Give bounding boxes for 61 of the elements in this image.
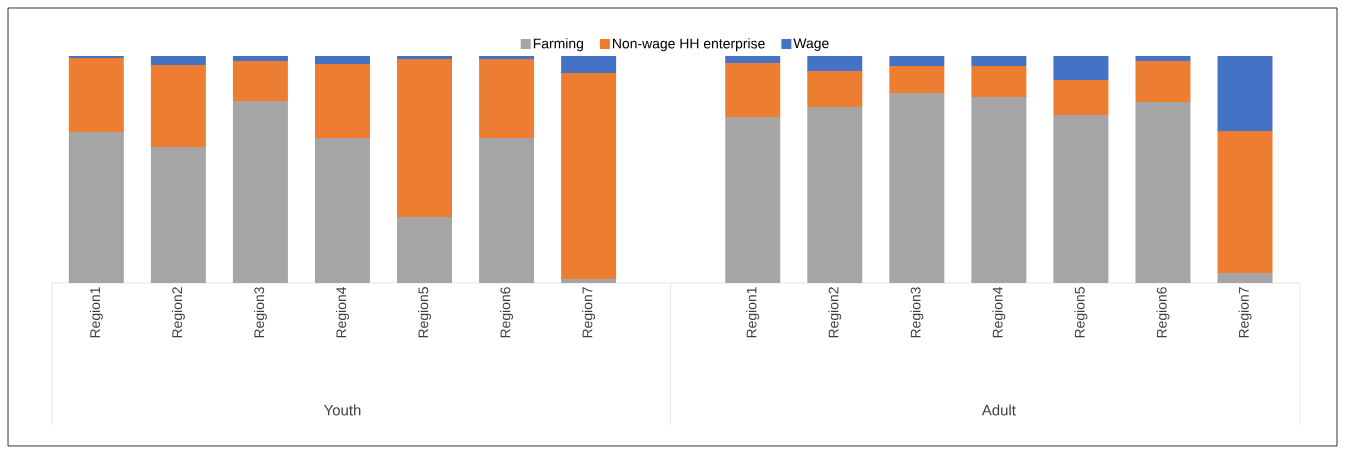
x-tick-label: Region5 — [1074, 287, 1088, 338]
bar — [479, 55, 535, 59]
x-tick-label: Region5 — [418, 287, 432, 338]
legend-label: Wage — [793, 38, 829, 51]
bar — [232, 100, 288, 283]
bar — [150, 65, 206, 148]
bar — [725, 55, 781, 64]
bar — [807, 70, 863, 108]
bar — [479, 137, 535, 283]
x-tick-label: Region2 — [828, 287, 842, 338]
bar — [1135, 55, 1191, 61]
x-tick-label: Region4 — [992, 286, 1006, 338]
bar — [1217, 273, 1273, 283]
bar — [397, 216, 453, 283]
bar — [1217, 130, 1273, 273]
x-tick-label: Region7 — [582, 287, 596, 338]
legend-label: Non-wage HH enterprise — [613, 38, 765, 52]
bar — [232, 55, 288, 61]
x-tick-label: Region7 — [1238, 287, 1252, 338]
text: Adult — [981, 404, 1016, 416]
bar — [150, 147, 206, 283]
bar — [889, 65, 945, 93]
bar — [889, 92, 945, 283]
x-tick-label: Region2 — [171, 287, 185, 338]
bar — [971, 55, 1027, 66]
bar — [889, 55, 945, 66]
bar — [1135, 60, 1191, 103]
bar — [314, 63, 370, 138]
bar — [1053, 115, 1109, 283]
bar — [397, 58, 453, 217]
bar — [68, 55, 124, 59]
bar — [561, 278, 617, 283]
x-tick-label: Region1 — [89, 287, 103, 338]
bar — [807, 55, 863, 71]
x-tick-label: Region6 — [500, 287, 514, 338]
bar — [1217, 55, 1273, 131]
bar — [807, 107, 863, 283]
bar — [725, 63, 781, 118]
text: Youth — [323, 404, 361, 416]
x-tick-label: Region3 — [253, 287, 267, 338]
x-tick-label: Region3 — [910, 287, 924, 338]
x-tick-label: Region4 — [335, 286, 349, 338]
bar — [397, 55, 453, 59]
bar — [1053, 55, 1109, 81]
bar — [1135, 102, 1191, 283]
x-tick-label: Region6 — [1156, 287, 1170, 338]
bar — [725, 117, 781, 283]
bar — [971, 65, 1027, 98]
legend-label: Farming — [533, 38, 583, 52]
bar — [314, 55, 370, 64]
bar — [1053, 80, 1109, 116]
bar — [150, 55, 206, 66]
x-tick-label: Region1 — [746, 287, 760, 338]
bar — [68, 132, 124, 283]
bar — [232, 60, 288, 101]
bar — [561, 73, 617, 279]
bar — [971, 97, 1027, 283]
bar — [561, 55, 617, 74]
bar — [479, 58, 535, 138]
bar — [314, 137, 370, 283]
bar — [68, 58, 124, 133]
